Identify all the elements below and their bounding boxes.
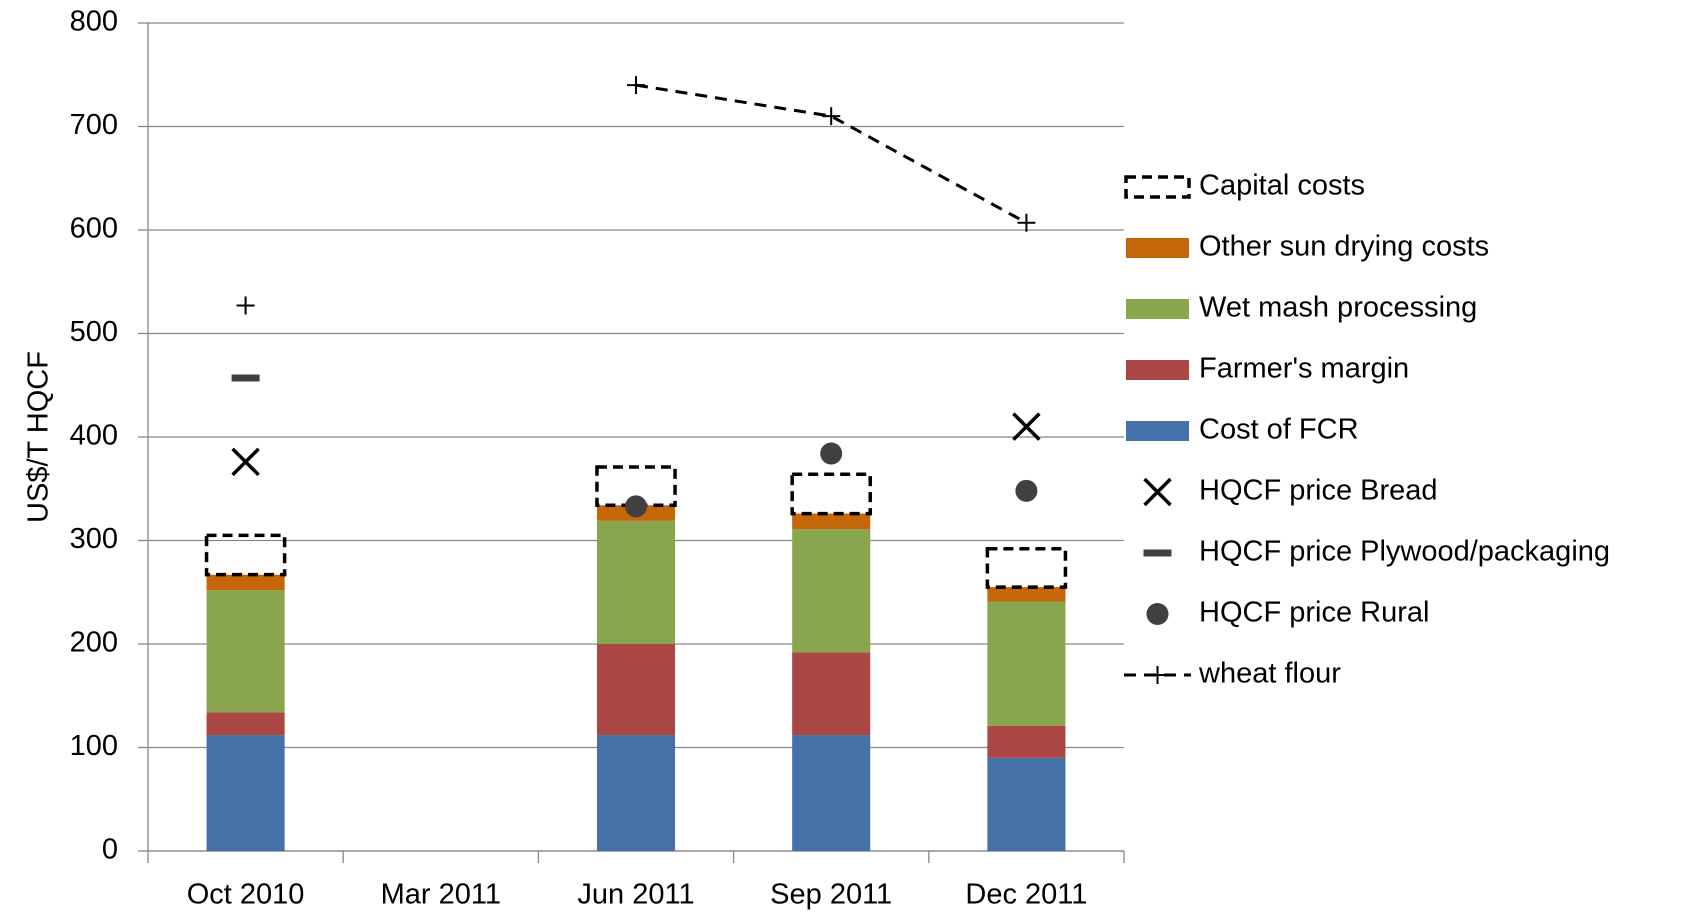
bar-segment bbox=[987, 601, 1066, 726]
legend-swatch bbox=[1126, 360, 1189, 380]
bar-segment bbox=[790, 472, 872, 516]
bar-segment bbox=[792, 652, 871, 736]
y-tick-label: 300 bbox=[70, 523, 118, 555]
y-tick-label: 500 bbox=[70, 316, 118, 348]
y-tick-label: 600 bbox=[70, 213, 118, 245]
y-tick-label: 200 bbox=[70, 627, 118, 659]
x-tick-label: Jun 2011 bbox=[577, 879, 694, 911]
y-tick-label: 400 bbox=[70, 420, 118, 452]
bar-segment bbox=[792, 529, 871, 653]
legend-swatch bbox=[1126, 421, 1189, 441]
scatter-marker bbox=[231, 374, 260, 382]
legend-marker bbox=[1143, 477, 1172, 507]
scatter-marker bbox=[625, 495, 647, 518]
bar-segment bbox=[206, 590, 285, 713]
x-tick-label: Dec 2011 bbox=[965, 879, 1087, 911]
legend-swatch bbox=[1126, 238, 1189, 258]
legend-marker bbox=[1143, 549, 1172, 557]
legend-marker bbox=[1148, 666, 1167, 684]
scatter-marker bbox=[231, 447, 260, 477]
legend-label: wheat flour bbox=[1198, 658, 1341, 690]
legend-label: HQCF price Rural bbox=[1199, 597, 1429, 629]
bar-segment bbox=[792, 735, 871, 851]
bar-segment bbox=[204, 533, 287, 577]
scatter-marker bbox=[820, 442, 843, 465]
y-axis-title: US$/T HQCF bbox=[23, 351, 55, 523]
line-series bbox=[635, 83, 1028, 225]
legend-label: Other sun drying costs bbox=[1199, 231, 1489, 263]
bar-segment bbox=[987, 587, 1066, 602]
scatter-marker bbox=[1012, 412, 1041, 441]
legend-label: Wet mash processing bbox=[1199, 292, 1477, 324]
line-marker bbox=[822, 107, 841, 126]
scatter-marker bbox=[1015, 479, 1038, 502]
bar-segment bbox=[595, 465, 677, 508]
x-tick-label: Mar 2011 bbox=[381, 879, 501, 911]
legend-swatch bbox=[1126, 299, 1189, 319]
legend-marker bbox=[1146, 603, 1169, 625]
bar-segment bbox=[987, 757, 1066, 851]
bar-segment bbox=[206, 712, 285, 736]
bar-segment bbox=[206, 735, 285, 851]
bar-segment bbox=[596, 735, 676, 851]
legend-label: HQCF price Plywood/packaging bbox=[1199, 536, 1610, 568]
bar-segment bbox=[596, 520, 676, 644]
y-tick-label: 800 bbox=[70, 6, 118, 38]
legend-label: Farmer's margin bbox=[1199, 353, 1409, 385]
y-tick-label: 0 bbox=[102, 834, 118, 866]
bar-segment bbox=[985, 547, 1068, 589]
legend-label: Cost of FCR bbox=[1199, 414, 1359, 446]
line-marker bbox=[1017, 213, 1036, 232]
bar-segment bbox=[596, 644, 676, 736]
line-marker bbox=[236, 296, 255, 315]
legend-label: HQCF price Bread bbox=[1199, 475, 1438, 507]
x-tick-label: Sep 2011 bbox=[770, 879, 892, 911]
x-tick-label: Oct 2010 bbox=[187, 879, 305, 911]
line-marker bbox=[627, 76, 645, 95]
legend-label: Capital costs bbox=[1199, 170, 1365, 202]
bar-segment bbox=[792, 513, 871, 530]
bar-segment bbox=[206, 574, 285, 591]
y-tick-label: 700 bbox=[70, 109, 118, 141]
legend-swatch bbox=[1124, 175, 1191, 199]
bar-segment bbox=[987, 725, 1066, 758]
y-tick-label: 100 bbox=[70, 730, 118, 762]
